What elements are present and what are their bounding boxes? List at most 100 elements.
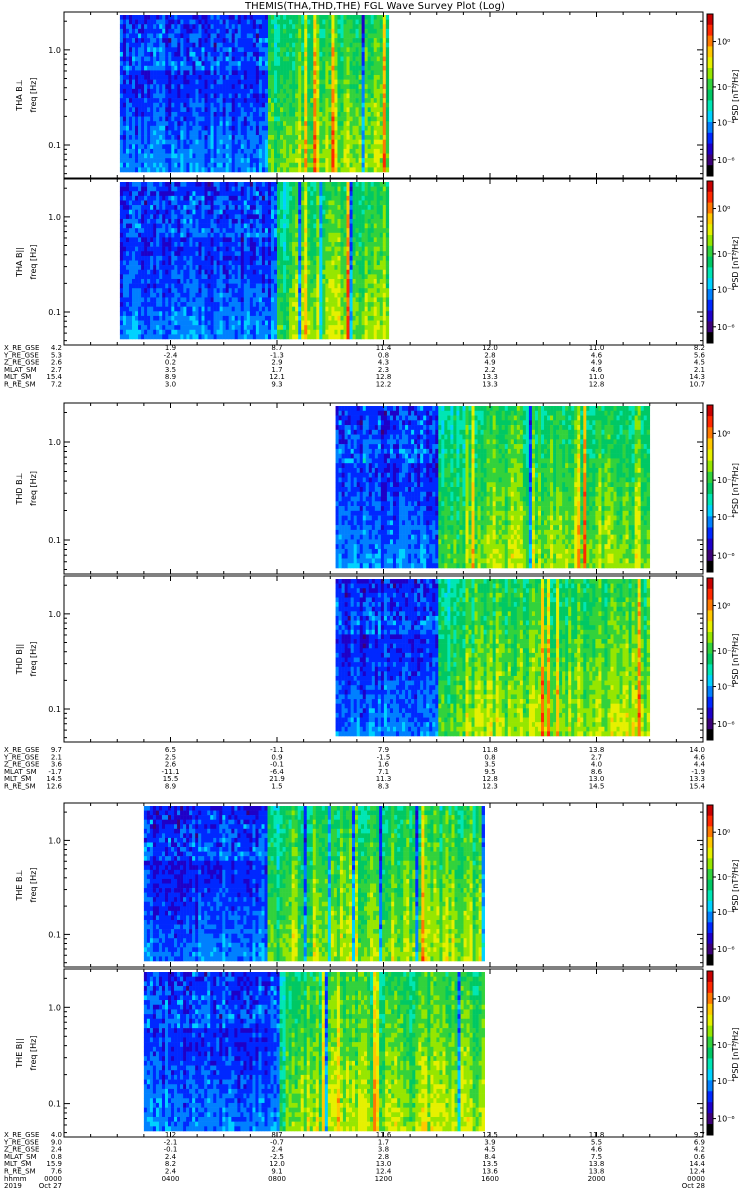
heatmap-cell	[225, 88, 229, 94]
heatmap-cell	[189, 315, 193, 321]
heatmap-cell	[270, 255, 275, 261]
heatmap-cell	[286, 102, 290, 108]
heatmap-cell	[165, 88, 169, 94]
heatmap-cell	[210, 158, 214, 164]
heatmap-cell	[156, 162, 160, 168]
heatmap-cell	[180, 269, 184, 275]
heatmap-cell	[349, 15, 353, 20]
heatmap-cell	[159, 167, 163, 173]
heatmap-cell	[122, 315, 127, 321]
heatmap-cell	[277, 186, 281, 192]
heatmap-cell	[283, 15, 287, 20]
heatmap-cell	[153, 148, 157, 154]
heatmap-cell	[370, 42, 375, 48]
heatmap-cell	[334, 47, 338, 53]
heatmap-cell	[370, 93, 375, 99]
heatmap-cell	[246, 88, 251, 94]
heatmap-cell	[355, 75, 359, 80]
heatmap-cell	[219, 255, 223, 261]
heatmap-cell	[177, 260, 181, 266]
heatmap-cell	[171, 162, 175, 168]
heatmap-cell	[376, 148, 381, 154]
heatmap-cell	[304, 116, 308, 122]
heatmap-cell	[128, 130, 133, 136]
heatmap-cell	[138, 228, 142, 234]
heatmap-cell	[376, 38, 381, 44]
heatmap-cell	[189, 15, 193, 20]
heatmap-cell	[283, 70, 287, 76]
heatmap-cell	[213, 186, 217, 192]
heatmap-cell	[334, 28, 338, 34]
heatmap-cell	[270, 162, 275, 168]
heatmap-cell	[295, 75, 299, 80]
heatmap-cell	[231, 98, 236, 104]
heatmap-cell	[274, 24, 278, 30]
heatmap-cell	[207, 153, 211, 159]
heatmap-cell	[183, 306, 187, 312]
heatmap-cell	[234, 116, 239, 122]
heatmap-cell	[246, 283, 251, 289]
heatmap-cell	[301, 84, 305, 90]
heatmap-cell	[382, 93, 387, 99]
heatmap-cell	[252, 167, 257, 173]
heatmap-cell	[355, 65, 359, 71]
heatmap-cell	[222, 311, 226, 317]
heatmap-cell	[322, 38, 326, 44]
heatmap-cell	[264, 51, 269, 57]
heatmap-cell	[240, 111, 245, 117]
heatmap-cell	[141, 111, 145, 117]
heatmap-cell	[162, 283, 166, 289]
heatmap-cell	[325, 139, 329, 145]
heatmap-cell	[195, 283, 199, 289]
heatmap-cell	[216, 302, 220, 307]
heatmap-cell	[343, 93, 347, 99]
heatmap-cell	[122, 88, 127, 94]
heatmap-cell	[168, 15, 172, 20]
heatmap-cell	[352, 139, 356, 145]
heatmap-cell	[192, 121, 196, 127]
heatmap-cell	[204, 153, 208, 159]
heatmap-cell	[225, 269, 229, 275]
heatmap-cell	[186, 153, 190, 159]
heatmap-cell	[280, 42, 284, 48]
heatmap-cell	[132, 186, 136, 192]
heatmap-cell	[267, 311, 272, 317]
heatmap-cell	[186, 269, 190, 275]
heatmap-cell	[174, 28, 178, 34]
heatmap-cell	[255, 19, 260, 25]
heatmap-cell	[328, 167, 332, 173]
heatmap-cell	[280, 98, 284, 104]
heatmap-cell	[177, 56, 181, 62]
heatmap-cell	[165, 288, 169, 294]
heatmap-cell	[174, 205, 178, 211]
heatmap-cell	[119, 218, 124, 224]
tha-bperp-colorbar-segment	[707, 35, 713, 39]
heatmap-cell	[234, 42, 239, 48]
heatmap-cell	[219, 24, 223, 30]
heatmap-cell	[174, 228, 178, 234]
heatmap-cell	[264, 251, 269, 257]
heatmap-cell	[343, 47, 347, 53]
heatmap-cell	[277, 283, 281, 289]
heatmap-cell	[138, 33, 142, 39]
heatmap-cell	[180, 148, 184, 154]
heatmap-cell	[319, 51, 323, 57]
heatmap-cell	[264, 84, 269, 90]
heatmap-cell	[367, 65, 371, 71]
heatmap-cell	[274, 19, 278, 25]
heatmap-cell	[216, 228, 220, 234]
heatmap-cell	[379, 24, 384, 30]
heatmap-cell	[328, 98, 332, 104]
heatmap-cell	[298, 88, 302, 94]
heatmap-cell	[213, 329, 217, 335]
heatmap-cell	[234, 102, 239, 108]
heatmap-cell	[267, 288, 272, 294]
heatmap-cell	[192, 28, 196, 34]
heatmap-cell	[373, 42, 378, 48]
heatmap-cell	[373, 125, 378, 131]
heatmap-cell	[210, 265, 214, 271]
tha-bperp-colorbar-segment	[707, 108, 713, 112]
heatmap-cell	[252, 24, 257, 30]
heatmap-cell	[301, 24, 305, 30]
heatmap-cell	[216, 42, 220, 48]
